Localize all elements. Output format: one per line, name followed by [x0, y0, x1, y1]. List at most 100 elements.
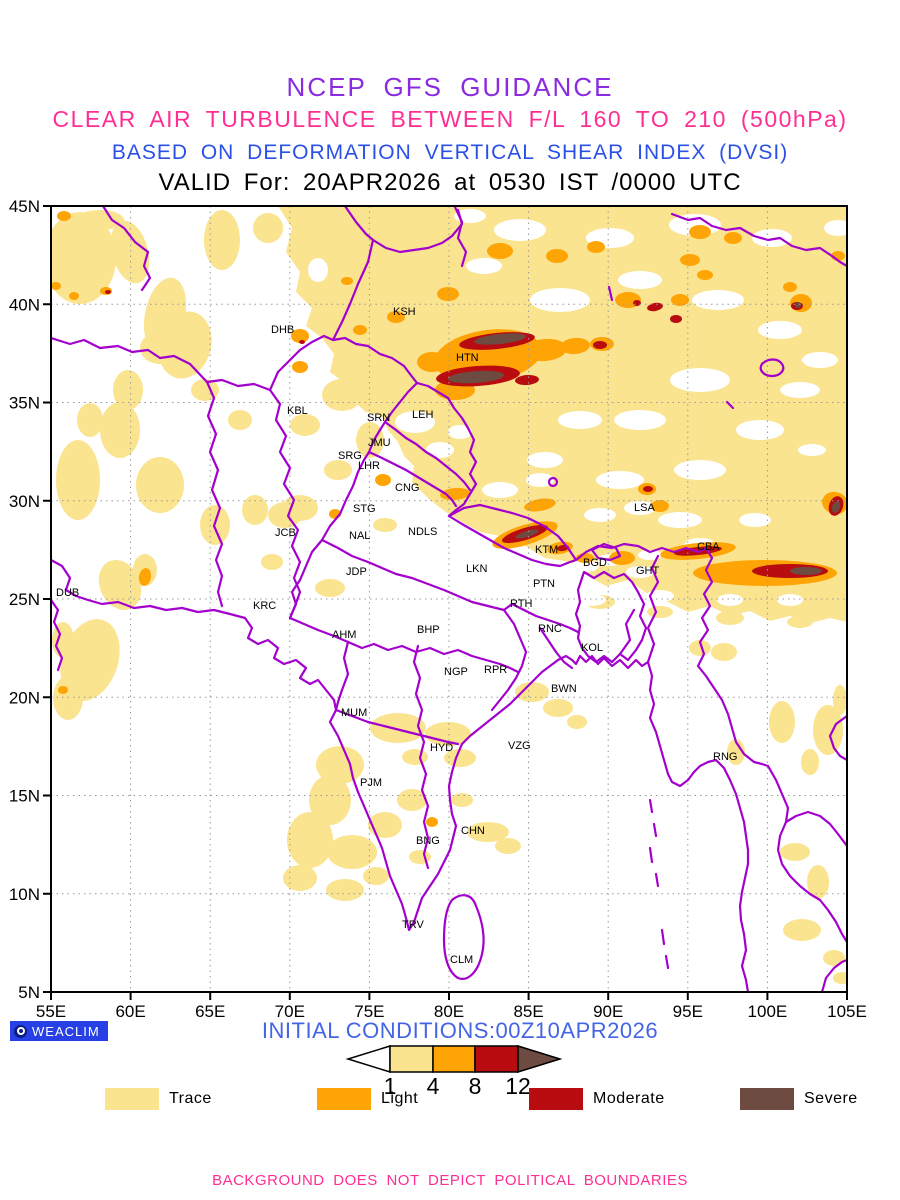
station-label-rnc: RNC — [538, 623, 562, 635]
station-label-nal: NAL — [349, 530, 370, 542]
x-axis-label: 70E — [275, 1002, 305, 1021]
station-label-jmu: JMU — [368, 437, 391, 449]
station-label-dhb: DHB — [271, 324, 294, 336]
station-label-rng: RNG — [713, 751, 737, 763]
x-axis-label: 75E — [354, 1002, 384, 1021]
severity-legend: Trace Light Moderate Severe — [0, 1088, 900, 1114]
initial-conditions-text: INITIAL CONDITIONS:00Z10APR2026 — [261, 1018, 659, 1043]
colorbar-moderate-segment — [474, 1045, 519, 1073]
legend-item-light: Light — [317, 1088, 418, 1110]
station-label-cba: CBA — [697, 541, 720, 553]
station-label-vzg: VZG — [508, 740, 531, 752]
legend-label: Severe — [804, 1090, 858, 1107]
x-axis-label: 60E — [115, 1002, 145, 1021]
station-label-ngp: NGP — [444, 666, 468, 678]
legend-label: Light — [381, 1090, 419, 1107]
station-label-mum: MUM — [341, 707, 367, 719]
y-axis-label: 35N — [9, 394, 40, 413]
weaclim-logo-icon — [14, 1024, 27, 1038]
station-label-ktm: KTM — [535, 544, 558, 556]
colorbar-light-segment — [432, 1045, 476, 1073]
legend-label: Moderate — [593, 1090, 665, 1107]
x-axis-label: 90E — [593, 1002, 623, 1021]
x-axis-label: 95E — [673, 1002, 703, 1021]
y-axis-label: 5N — [18, 983, 40, 1002]
station-label-dub: DUB — [56, 587, 79, 599]
legend-swatch-light — [317, 1088, 371, 1110]
y-axis-label: 15N — [9, 787, 40, 806]
severe-shading-layer — [448, 302, 841, 575]
station-label-lhr: LHR — [358, 460, 380, 472]
y-axis-label: 25N — [9, 590, 40, 609]
x-axis-label: 105E — [827, 1002, 867, 1021]
station-label-leh: LEH — [412, 409, 433, 421]
axis-ticks-and-labels: 55E 60E 65E 70E 75E 80E 85E 90E 95E 100E 105E 45N 40… — [9, 197, 867, 1021]
legend-item-trace: Trace — [105, 1088, 212, 1110]
station-label-krc: KRC — [253, 600, 276, 612]
station-label-ksh: KSH — [393, 306, 416, 318]
clear-air-holes-layer — [308, 209, 847, 606]
trace-shading-layer — [51, 206, 847, 984]
weaclim-logo-text: WEACLIM — [32, 1023, 100, 1039]
station-label-chn: CHN — [461, 825, 485, 837]
disclaimer-text: BACKGROUND DOES NOT DEPICT POLITICAL BOU… — [212, 1172, 688, 1189]
station-label-jdp: JDP — [346, 566, 367, 578]
y-axis-label: 20N — [9, 688, 40, 707]
x-axis-label: 85E — [513, 1002, 543, 1021]
station-label-htn: HTN — [456, 352, 479, 364]
title-product: CLEAR AIR TURBULENCE BETWEEN F/L 160 TO … — [52, 106, 848, 132]
colorbar-trace-segment — [389, 1045, 434, 1073]
y-axis-label: 45N — [9, 197, 40, 216]
y-axis-label: 30N — [9, 492, 40, 511]
station-label-srg: SRG — [338, 450, 362, 462]
colorbar-tick-label: 12 — [505, 1073, 531, 1099]
station-label-bgd: BGD — [583, 557, 607, 569]
station-label-bng: BNG — [416, 835, 440, 847]
legend-swatch-severe — [740, 1088, 794, 1110]
station-label-ptn: PTN — [533, 578, 555, 590]
boundary-lines-layer — [51, 206, 847, 992]
station-label-ght: GHT — [636, 565, 660, 577]
colorbar-below-min-arrow — [345, 1044, 391, 1074]
y-axis-label: 40N — [9, 295, 40, 314]
colorbar-tick-labels: 1 4 8 12 — [384, 1073, 531, 1099]
legend-label: Trace — [169, 1090, 212, 1107]
station-label-lsa: LSA — [634, 502, 655, 514]
station-label-ahm: AHM — [332, 629, 356, 641]
station-label-rpr: RPR — [484, 664, 507, 676]
legend-swatch-trace — [105, 1088, 159, 1110]
y-axis-label: 10N — [9, 885, 40, 904]
station-label-ndls: NDLS — [408, 526, 437, 538]
station-label-cng: CNG — [395, 482, 419, 494]
colorbar: 1 4 8 12 — [345, 1044, 563, 1099]
colorbar-tick-label: 8 — [469, 1073, 482, 1099]
legend-item-severe: Severe — [740, 1088, 858, 1110]
title-method: BASED ON DEFORMATION VERTICAL SHEAR INDE… — [111, 141, 789, 164]
legend-item-moderate: Moderate — [529, 1088, 665, 1110]
station-label-rth: RTH — [510, 598, 532, 610]
station-label-stg: STG — [353, 503, 376, 515]
x-axis-label: 55E — [36, 1002, 66, 1021]
colorbar-tick-label: 1 — [384, 1073, 397, 1099]
colorbar-tick-label: 4 — [427, 1073, 440, 1099]
station-label-trv: TRV — [402, 919, 424, 931]
station-label-pjm: PJM — [360, 777, 382, 789]
station-label-kol: KOL — [581, 642, 603, 654]
station-label-kbl: KBL — [287, 405, 308, 417]
lat-lon-gridlines — [51, 206, 847, 992]
station-label-lkn: LKN — [466, 563, 487, 575]
station-label-bwn: BWN — [551, 683, 577, 695]
station-label-clm: CLM — [450, 954, 473, 966]
colorbar-above-max-arrow — [517, 1044, 563, 1074]
legend-swatch-moderate — [529, 1088, 583, 1110]
title-valid: VALID For: 20APR2026 at 0530 IST /0000 U… — [158, 169, 742, 196]
station-label-srn: SRN — [367, 412, 390, 424]
x-axis-label: 80E — [434, 1002, 464, 1021]
station-label-jcb: JCB — [275, 527, 296, 539]
station-label-hyd: HYD — [430, 742, 453, 754]
x-axis-label: 100E — [748, 1002, 788, 1021]
station-label-bhp: BHP — [417, 624, 440, 636]
